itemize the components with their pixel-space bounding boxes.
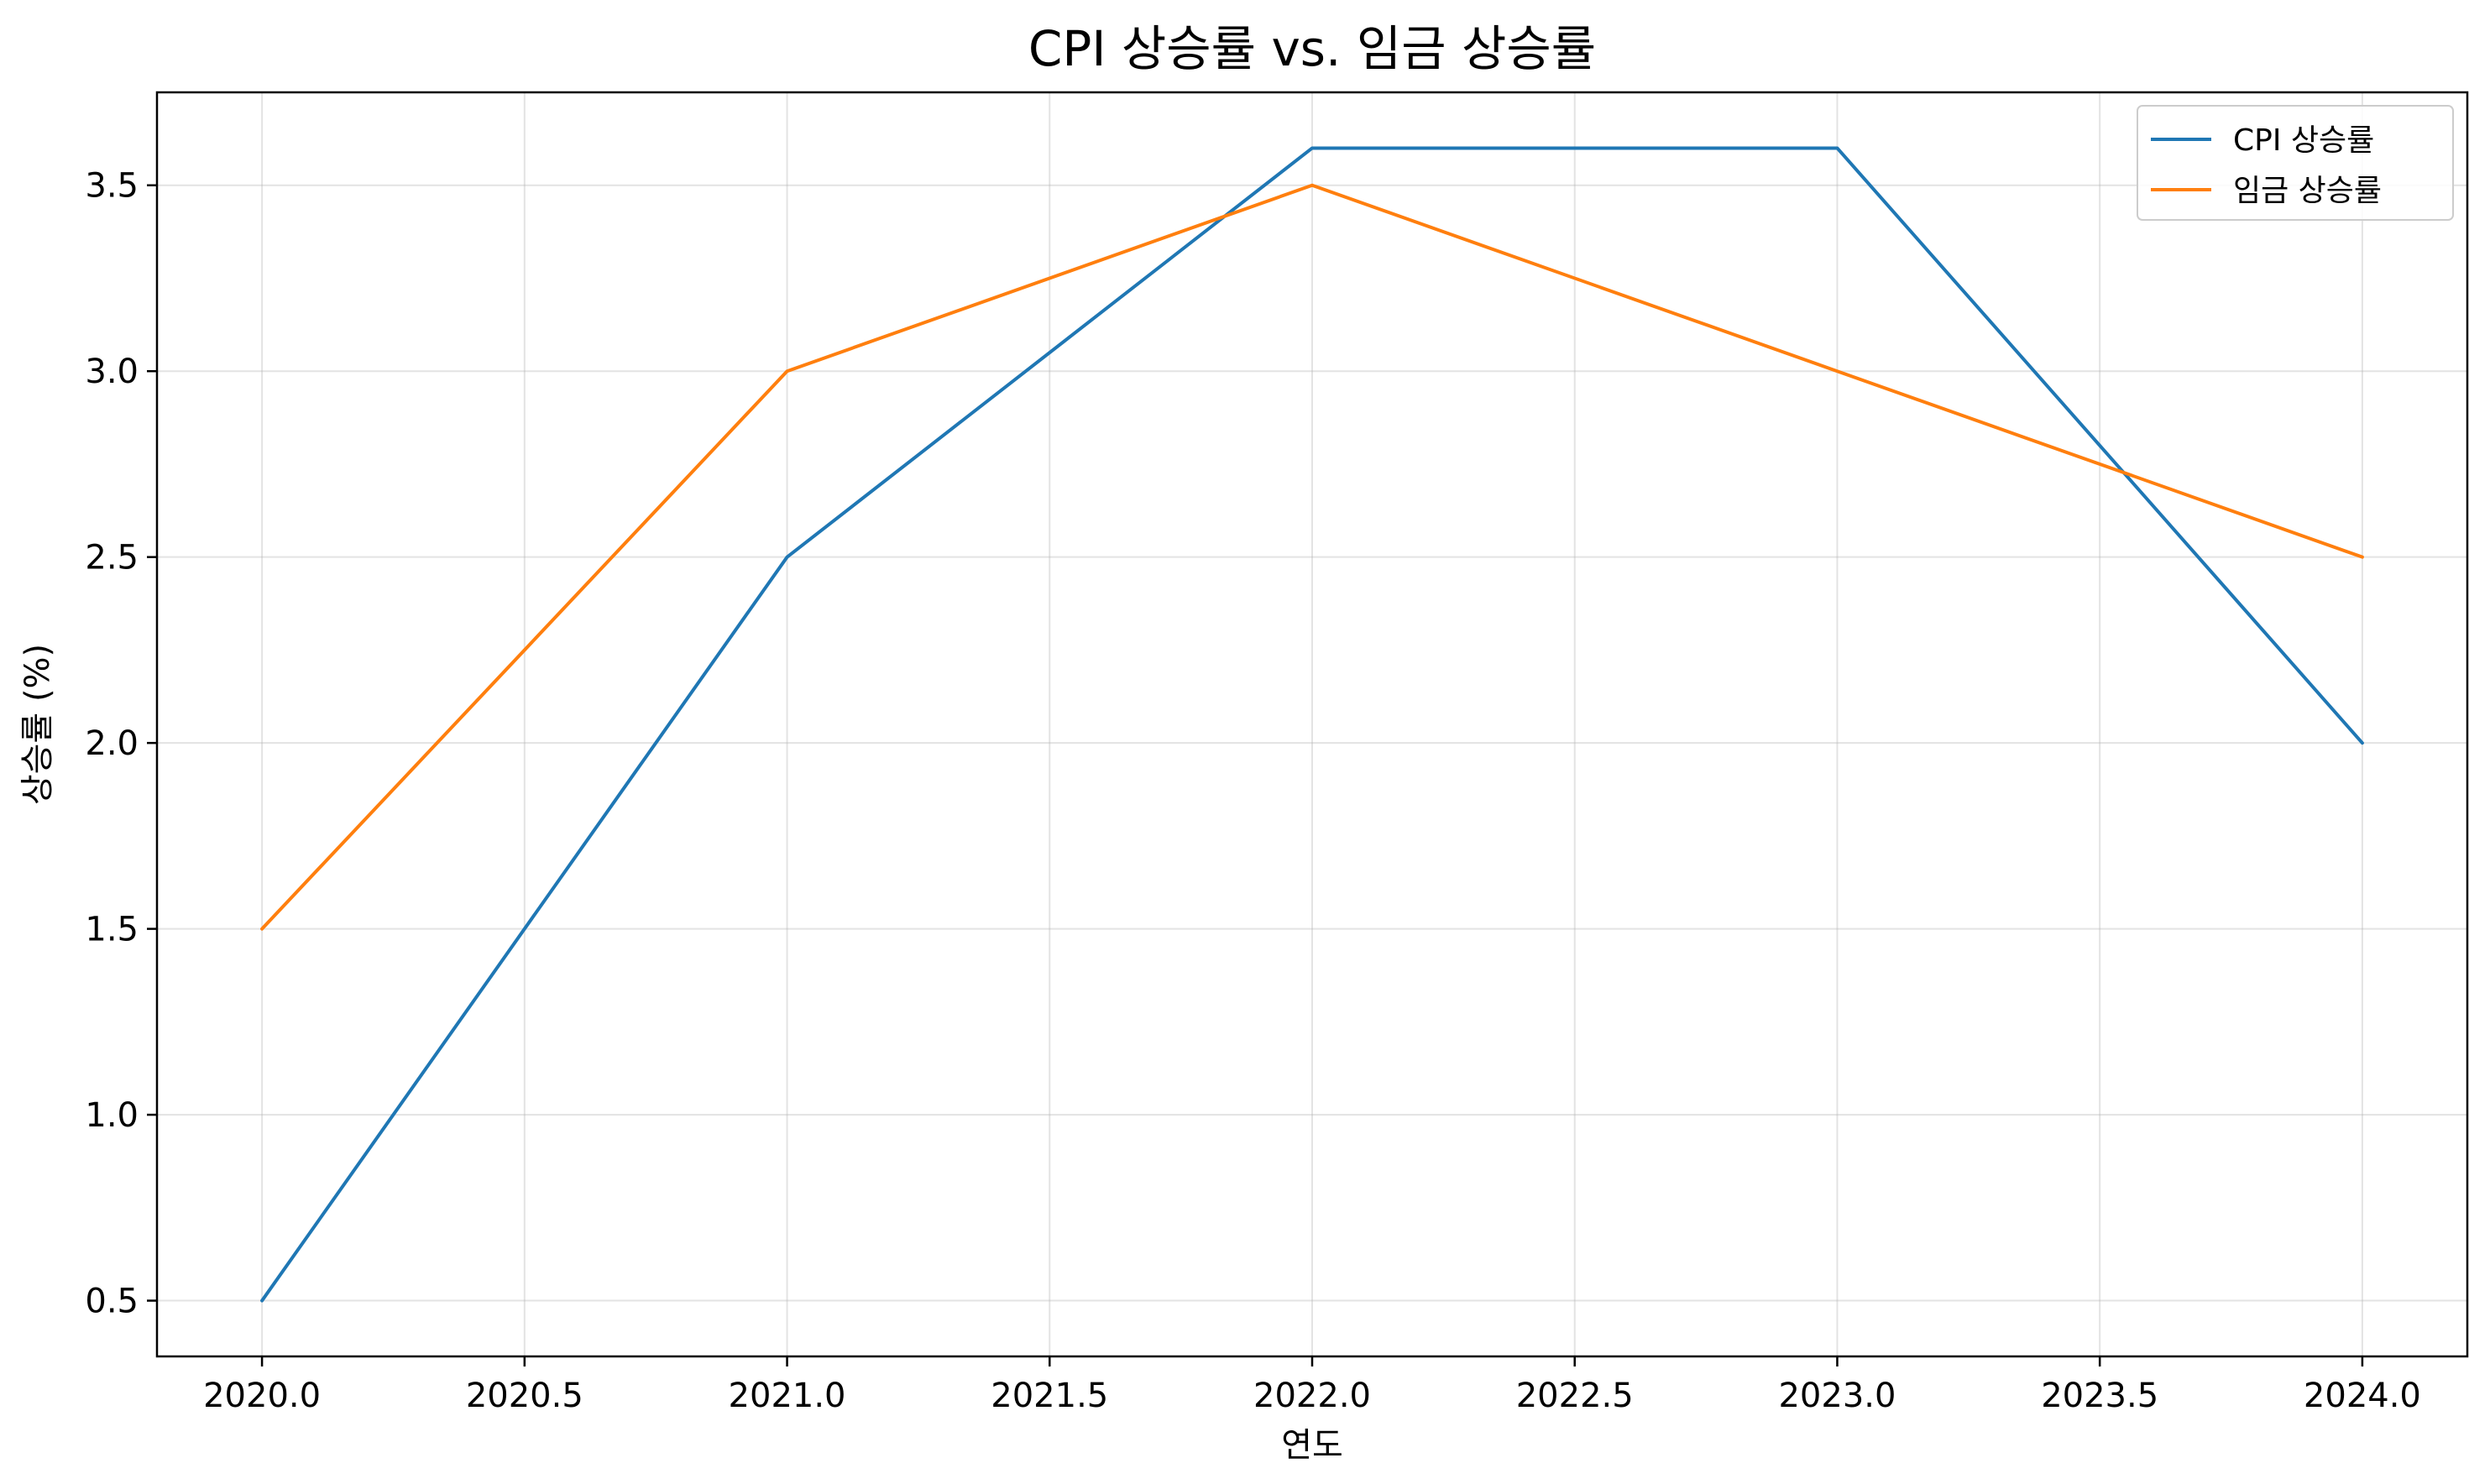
legend-label-1: CPI 상승률 — [2233, 123, 2374, 158]
x-axis-ticks: 2020.0 2020.5 2021.0 2021.5 2022.0 2022.5 2023… — [203, 1356, 2421, 1415]
x-tick-label: 2021.0 — [729, 1377, 846, 1415]
x-tick-label: 2020.5 — [466, 1377, 583, 1415]
y-tick-label: 2.5 — [85, 539, 139, 577]
y-tick-label: 2.0 — [85, 724, 139, 763]
grid — [157, 92, 2467, 1356]
y-tick-label: 3.0 — [85, 353, 139, 391]
y-tick-label: 1.5 — [85, 911, 139, 949]
x-tick-label: 2024.0 — [2304, 1377, 2421, 1415]
y-axis-ticks: 0.5 1.0 1.5 2.0 2.5 3.0 3.5 — [85, 167, 157, 1321]
x-tick-label: 2022.5 — [1516, 1377, 1634, 1415]
y-tick-label: 1.0 — [85, 1096, 139, 1135]
x-tick-label: 2022.0 — [1253, 1377, 1371, 1415]
chart-title: CPI 상승률 vs. 임금 상승률 — [1028, 20, 1596, 77]
x-tick-label: 2021.5 — [991, 1377, 1108, 1415]
x-axis-title: 연도 — [1281, 1426, 1343, 1465]
series-line-1 — [260, 146, 2364, 1303]
x-tick-label: 2023.0 — [1778, 1377, 1896, 1415]
x-tick-label: 2023.5 — [2041, 1377, 2158, 1415]
y-axis-title: 상승률 (%) — [18, 644, 57, 805]
legend-box — [2137, 105, 2454, 221]
y-tick-label: 0.5 — [85, 1283, 139, 1321]
series-lines — [260, 146, 2364, 1303]
y-tick-label: 3.5 — [85, 167, 139, 206]
series-line-2 — [260, 183, 2364, 931]
x-tick-label: 2020.0 — [203, 1377, 321, 1415]
legend-label-2: 임금 상승률 — [2233, 174, 2382, 208]
